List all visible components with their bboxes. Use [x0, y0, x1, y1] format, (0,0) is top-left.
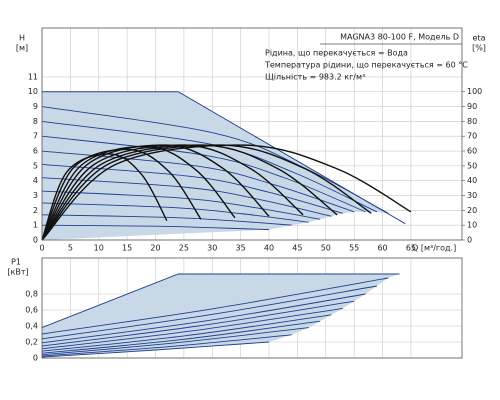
y-tick-label: 11: [28, 72, 38, 81]
annotation: Рідина, що перекачується = Вода: [265, 49, 408, 58]
y-tick-label: 0,6: [25, 306, 38, 315]
x-tick-label: 0: [39, 244, 44, 253]
y2-tick-label: 30: [467, 191, 477, 200]
y-tick-label: 3: [33, 191, 38, 200]
background-layer: [41, 28, 462, 359]
curve: [41, 135, 366, 213]
curve: [41, 293, 366, 344]
x-tick-label: 10: [94, 244, 104, 253]
y2-axis-unit: [%]: [472, 44, 486, 53]
curve: [41, 341, 270, 358]
x-tick-label: 25: [179, 244, 189, 253]
y2-tick-label: 40: [467, 176, 477, 185]
y-tick-label: 4: [33, 176, 38, 185]
max-curve: [41, 273, 400, 329]
curve: [41, 277, 389, 335]
y2-tick-label: 20: [467, 206, 477, 215]
y-tick-label: 0,8: [25, 290, 38, 299]
y-tick-label: 8: [33, 117, 38, 126]
y-axis-label: H: [19, 34, 25, 43]
x-tick-label: 40: [264, 244, 274, 253]
curve: [41, 224, 270, 231]
x-axis-label: Q [м³/год.]: [412, 244, 456, 253]
y2-tick-label: 80: [467, 117, 477, 126]
y-tick-label: 0,4: [25, 322, 38, 331]
y-tick-label: 0,2: [25, 338, 38, 347]
curve: [41, 202, 309, 223]
max-curve: [42, 91, 406, 225]
annotation: Щільність = 983.2 кг/м³: [265, 73, 365, 82]
efficiency-curve: [41, 144, 412, 241]
y-tick-label: 1: [33, 221, 38, 230]
y-tick-label: 2: [33, 206, 38, 215]
x-tick-label: 5: [68, 244, 73, 253]
y-tick-label: 9: [33, 102, 38, 111]
curve: [41, 327, 309, 356]
curve: [41, 190, 321, 220]
curve: [41, 106, 389, 214]
y2-tick-label: 60: [467, 147, 477, 156]
efficiency-curve: [41, 153, 168, 241]
x-tick-label: 30: [207, 244, 217, 253]
plot-frame: [41, 257, 463, 359]
chart-title: MAGNA3 80-100 F, Модель D: [340, 33, 459, 42]
curve: [41, 214, 292, 226]
curve: [41, 334, 292, 357]
x-tick-label: 60: [377, 244, 387, 253]
x-tick-label: 15: [122, 244, 132, 253]
efficiency-curve: [41, 148, 202, 241]
x-tick-label: 65: [406, 244, 416, 253]
curve: [41, 150, 355, 213]
x-tick-label: 20: [150, 244, 160, 253]
y-tick-label: 5: [33, 161, 38, 170]
curve: [41, 285, 377, 340]
y-tick-label: 0: [33, 236, 38, 245]
curve: [41, 300, 355, 347]
y-axis-unit: [кВт]: [7, 268, 28, 277]
y2-tick-label: 50: [467, 161, 477, 170]
y2-tick-label: 10: [467, 221, 477, 230]
operating-area: [42, 91, 406, 240]
y2-tick-label: 70: [467, 132, 477, 141]
y2-tick-label: 0: [467, 236, 472, 245]
y-axis-unit: [м]: [16, 44, 28, 53]
y-tick-label: 6: [33, 147, 38, 156]
curve: [41, 320, 321, 354]
x-tick-label: 45: [292, 244, 302, 253]
y-tick-label: 7: [33, 132, 38, 141]
y-tick-label: 10: [28, 87, 38, 96]
x-tick-label: 50: [321, 244, 331, 253]
x-tick-label: 35: [236, 244, 246, 253]
y-tick-label: 0: [33, 354, 38, 363]
y2-axis-label: eta: [473, 34, 486, 43]
y2-tick-label: 100: [467, 87, 482, 96]
operating-area: [42, 274, 400, 358]
curve: [41, 314, 332, 352]
curve: [41, 307, 343, 350]
plot-frame: [41, 27, 463, 241]
y2-tick-label: 90: [467, 102, 477, 111]
efficiency-curve: [41, 145, 236, 241]
annotation: Температура рідини, що перекачується = 6…: [264, 61, 468, 70]
y-axis-label: P1: [11, 258, 21, 267]
x-tick-label: 55: [349, 244, 359, 253]
